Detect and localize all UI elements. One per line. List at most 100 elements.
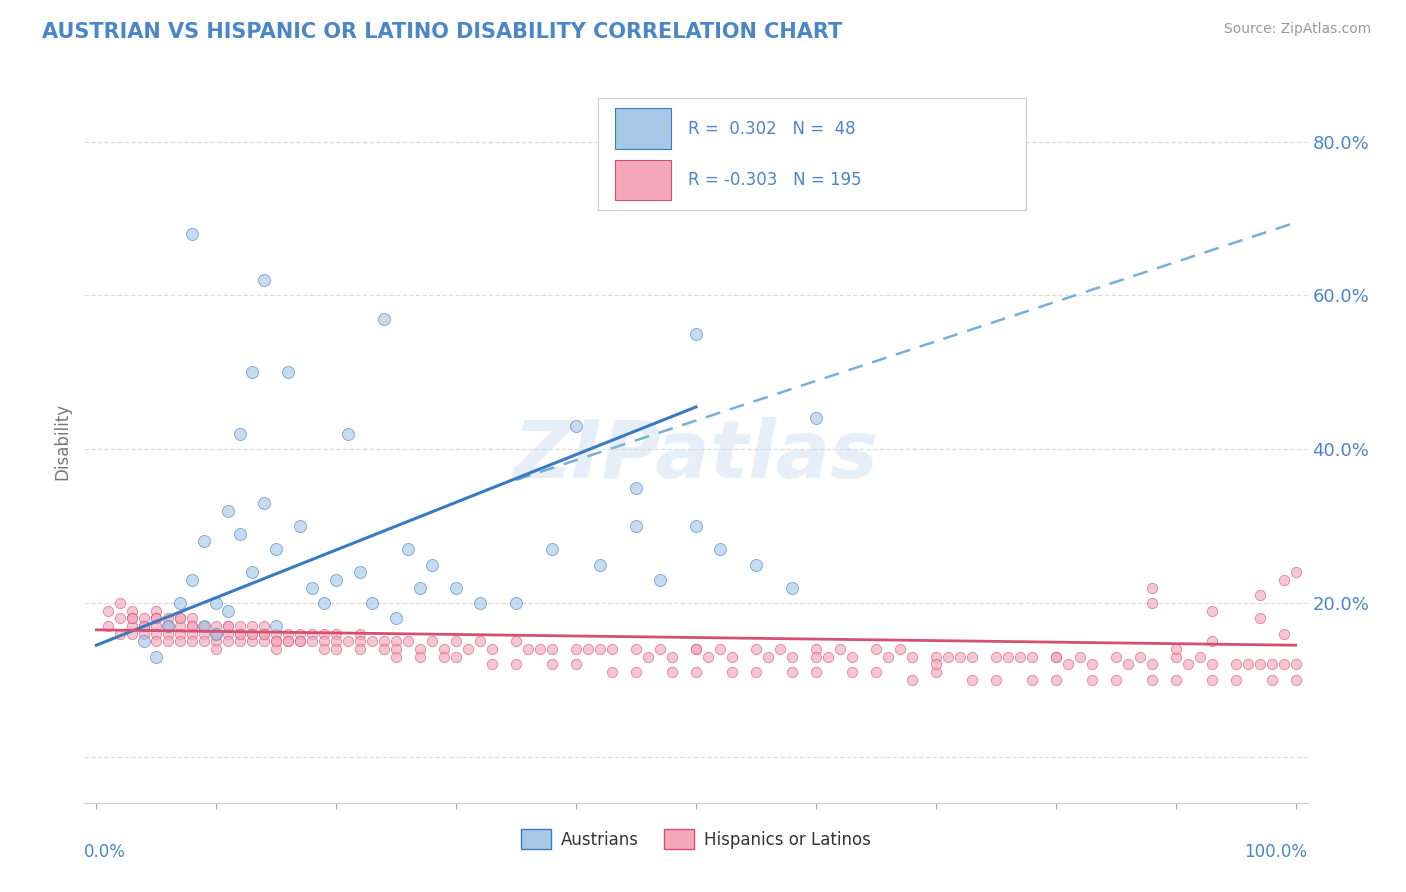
Point bbox=[780, 581, 803, 595]
Point bbox=[1140, 581, 1163, 595]
Point bbox=[325, 626, 347, 640]
Point bbox=[145, 611, 167, 625]
Point bbox=[517, 642, 540, 657]
Point bbox=[169, 626, 191, 640]
Point bbox=[385, 634, 408, 648]
Point bbox=[157, 611, 180, 625]
Point bbox=[373, 311, 395, 326]
Point bbox=[349, 634, 371, 648]
Point bbox=[780, 665, 803, 680]
Point bbox=[337, 634, 360, 648]
Point bbox=[121, 611, 143, 625]
Point bbox=[301, 634, 323, 648]
Point bbox=[889, 642, 911, 657]
Point bbox=[193, 626, 215, 640]
Point bbox=[697, 649, 720, 664]
Point bbox=[1177, 657, 1199, 672]
Point bbox=[1056, 657, 1078, 672]
Point bbox=[145, 649, 167, 664]
Point bbox=[1140, 657, 1163, 672]
Point bbox=[193, 619, 215, 633]
Point bbox=[121, 604, 143, 618]
Point bbox=[769, 642, 792, 657]
Point bbox=[1116, 657, 1139, 672]
Point bbox=[373, 642, 395, 657]
Point bbox=[589, 558, 612, 572]
Point bbox=[240, 365, 263, 379]
Point bbox=[349, 565, 371, 579]
Point bbox=[134, 619, 156, 633]
Point bbox=[240, 626, 263, 640]
Point bbox=[1164, 673, 1187, 687]
Point bbox=[385, 611, 408, 625]
Point bbox=[253, 626, 276, 640]
Point bbox=[624, 481, 647, 495]
Point bbox=[685, 519, 707, 533]
Point bbox=[217, 619, 239, 633]
Point bbox=[624, 519, 647, 533]
Point bbox=[685, 326, 707, 341]
Point bbox=[444, 581, 467, 595]
Point bbox=[624, 642, 647, 657]
Point bbox=[817, 649, 839, 664]
Point bbox=[1260, 657, 1282, 672]
Point bbox=[1284, 565, 1306, 579]
Point bbox=[277, 634, 299, 648]
Point bbox=[181, 619, 204, 633]
Point bbox=[314, 642, 336, 657]
Text: 0.0%: 0.0% bbox=[84, 843, 127, 861]
Point bbox=[290, 634, 312, 648]
Point bbox=[409, 642, 432, 657]
Point bbox=[264, 634, 287, 648]
Point bbox=[373, 634, 395, 648]
Point bbox=[193, 634, 215, 648]
Point bbox=[901, 673, 924, 687]
Point bbox=[169, 596, 191, 610]
Point bbox=[1272, 657, 1295, 672]
Point bbox=[565, 419, 588, 434]
Point bbox=[1284, 673, 1306, 687]
Legend: Austrians, Hispanics or Latinos: Austrians, Hispanics or Latinos bbox=[515, 822, 877, 856]
Point bbox=[290, 626, 312, 640]
Point bbox=[181, 227, 204, 241]
Point bbox=[361, 634, 384, 648]
Point bbox=[661, 665, 683, 680]
Point bbox=[325, 642, 347, 657]
Point bbox=[217, 634, 239, 648]
Point bbox=[240, 619, 263, 633]
Point bbox=[721, 665, 744, 680]
Point bbox=[181, 634, 204, 648]
Point bbox=[1105, 649, 1128, 664]
Point bbox=[157, 619, 180, 633]
Point bbox=[217, 626, 239, 640]
Point bbox=[264, 634, 287, 648]
Y-axis label: Disability: Disability bbox=[53, 403, 72, 480]
Point bbox=[505, 634, 527, 648]
Point bbox=[1201, 673, 1223, 687]
Point bbox=[1021, 649, 1043, 664]
Point bbox=[110, 596, 132, 610]
Point bbox=[444, 634, 467, 648]
Point bbox=[1236, 657, 1258, 672]
Point bbox=[205, 642, 228, 657]
Point bbox=[1140, 673, 1163, 687]
Point bbox=[709, 642, 731, 657]
Point bbox=[181, 611, 204, 625]
Point bbox=[193, 534, 215, 549]
Point bbox=[745, 642, 768, 657]
Point bbox=[1045, 649, 1067, 664]
Point bbox=[1201, 657, 1223, 672]
Point bbox=[1140, 596, 1163, 610]
Point bbox=[541, 657, 564, 672]
Point bbox=[134, 634, 156, 648]
Point bbox=[145, 604, 167, 618]
Point bbox=[229, 426, 252, 441]
Point bbox=[145, 626, 167, 640]
Point bbox=[121, 611, 143, 625]
Text: 100.0%: 100.0% bbox=[1244, 843, 1308, 861]
Point bbox=[193, 619, 215, 633]
Point bbox=[157, 619, 180, 633]
Point bbox=[110, 611, 132, 625]
Point bbox=[505, 657, 527, 672]
Point bbox=[780, 649, 803, 664]
